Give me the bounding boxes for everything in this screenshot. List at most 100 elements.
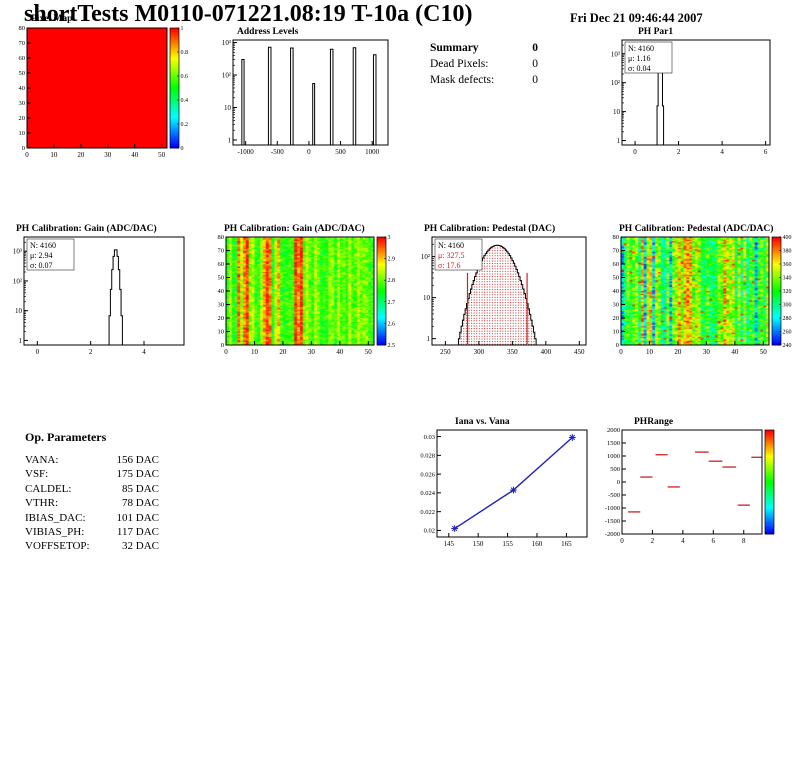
svg-text:400: 400 [541, 348, 552, 356]
svg-text:0.028: 0.028 [420, 453, 435, 460]
svg-text:30: 30 [613, 302, 620, 309]
op-parameter-value: 175 DAC [116, 468, 159, 481]
svg-text:1: 1 [19, 337, 23, 345]
svg-text:145: 145 [444, 540, 455, 548]
svg-text:40: 40 [19, 85, 26, 92]
chart-address-levels: -1000 -500 0 500 1000 1 10 10² 10³ Address Levels [222, 27, 389, 156]
svg-text:0.022: 0.022 [420, 509, 435, 516]
svg-text:0: 0 [221, 342, 224, 349]
svg-text:50: 50 [365, 348, 373, 356]
svg-text:-1000: -1000 [237, 148, 254, 156]
svg-text:σ: 0.04: σ: 0.04 [628, 64, 651, 73]
svg-text:0: 0 [181, 146, 184, 152]
svg-text:40: 40 [131, 151, 139, 159]
svg-text:30: 30 [104, 151, 112, 159]
op-parameter-value: 78 DAC [122, 497, 159, 510]
svg-text:-500: -500 [608, 492, 620, 499]
op-parameter-row: VANA: 156 DAC [25, 454, 159, 466]
svg-text:10: 10 [218, 329, 225, 336]
op-parameter-row: VTHR: 78 DAC [25, 497, 159, 509]
op-parameter-value: 85 DAC [122, 482, 159, 495]
svg-text:350: 350 [507, 348, 518, 356]
svg-text:μ: 327.5: μ: 327.5 [438, 251, 465, 260]
svg-text:60: 60 [613, 261, 620, 268]
svg-text:80: 80 [613, 234, 620, 241]
svg-text:10: 10 [15, 307, 23, 315]
svg-text:PH Par1: PH Par1 [638, 27, 673, 37]
svg-text:-2000: -2000 [605, 531, 620, 538]
svg-text:N: 4160: N: 4160 [438, 241, 464, 250]
svg-text:360: 360 [783, 262, 792, 268]
svg-text:0.03: 0.03 [424, 434, 435, 441]
svg-text:2000: 2000 [607, 427, 620, 434]
svg-text:20: 20 [674, 348, 682, 356]
svg-text:σ: 17.6: σ: 17.6 [438, 261, 461, 270]
svg-text:40: 40 [336, 348, 344, 356]
chart-ph-range: 0 2 4 6 8 2000 1500 1000 500 0 -500 -1000 -1500 -2000… [605, 417, 775, 545]
svg-text:10²: 10² [611, 79, 620, 87]
svg-text:0: 0 [22, 145, 25, 152]
svg-text:20: 20 [613, 315, 620, 322]
svg-text:1500: 1500 [607, 440, 620, 447]
svg-text:70: 70 [613, 248, 620, 255]
op-parameter-row: VIBIAS_PH: 117 DAC [25, 526, 159, 538]
svg-text:150: 150 [473, 540, 484, 548]
svg-text:10: 10 [19, 130, 26, 137]
svg-text:N: 4160: N: 4160 [30, 241, 56, 250]
svg-text:40: 40 [731, 348, 739, 356]
svg-text:1000: 1000 [365, 148, 380, 156]
svg-text:PHRange: PHRange [634, 417, 673, 427]
svg-text:300: 300 [783, 303, 792, 309]
summary-header-row: Summary 0 [430, 42, 538, 54]
svg-text:8: 8 [742, 537, 746, 545]
svg-text:10³: 10³ [222, 39, 231, 47]
svg-text:0.026: 0.026 [420, 471, 435, 478]
svg-text:Pixel Map: Pixel Map [31, 14, 72, 24]
svg-text:10: 10 [613, 329, 620, 336]
svg-text:0: 0 [620, 537, 624, 545]
svg-text:20: 20 [77, 151, 85, 159]
summary-total: 0 [532, 42, 538, 54]
svg-text:μ: 2.94: μ: 2.94 [30, 251, 53, 260]
svg-text:0.6: 0.6 [181, 74, 189, 80]
svg-text:40: 40 [218, 288, 225, 295]
svg-text:0: 0 [25, 151, 29, 159]
svg-text:40: 40 [613, 288, 620, 295]
summary-row: Mask defects: 0 [430, 74, 538, 86]
op-parameter-label: VSF: [25, 468, 49, 481]
op-parameter-row: IBIAS_DAC: 101 DAC [25, 512, 159, 524]
svg-text:250: 250 [440, 348, 451, 356]
svg-text:2.6: 2.6 [388, 321, 396, 327]
svg-text:10³: 10³ [13, 248, 22, 256]
op-parameters-title: Op. Parameters [25, 430, 107, 444]
svg-text:-500: -500 [271, 148, 284, 156]
svg-text:10²: 10² [13, 277, 22, 285]
svg-text:-1000: -1000 [605, 505, 620, 512]
svg-text:0.024: 0.024 [420, 490, 435, 497]
svg-text:10: 10 [613, 108, 621, 116]
svg-text:50: 50 [760, 348, 768, 356]
chart-gain-hist: 0 2 4 1 10 10² 10³ PH Calibration: Gain (ADC/DA… [13, 223, 185, 356]
svg-text:400: 400 [783, 235, 792, 241]
chart-pedestal-hist: 250 300 350 400 450 1 10 10² PH Calibration: Ped… [421, 223, 587, 356]
svg-text:PH Calibration: Gain (ADC/DAC): PH Calibration: Gain (ADC/DAC) [224, 223, 365, 234]
svg-text:240: 240 [783, 343, 792, 349]
op-parameter-label: VTHR: [25, 497, 58, 510]
svg-text:20: 20 [218, 315, 225, 322]
gain-heatmap-canvas [226, 237, 374, 345]
svg-text:160: 160 [532, 540, 543, 548]
svg-text:320: 320 [783, 289, 792, 295]
svg-text:80: 80 [19, 25, 26, 32]
svg-text:30: 30 [308, 348, 316, 356]
svg-text:σ: 0.07: σ: 0.07 [30, 261, 53, 270]
svg-text:165: 165 [561, 540, 572, 548]
svg-text:10²: 10² [222, 72, 231, 80]
svg-text:1000: 1000 [607, 453, 620, 460]
pedestal-heatmap-canvas [621, 237, 769, 345]
svg-text:10³: 10³ [611, 50, 620, 58]
svg-text:70: 70 [218, 248, 225, 255]
date-label: Fri Dec 21 09:46:44 2007 [570, 11, 703, 25]
svg-text:500: 500 [610, 466, 620, 473]
svg-text:60: 60 [218, 261, 225, 268]
svg-text:0: 0 [633, 148, 637, 156]
